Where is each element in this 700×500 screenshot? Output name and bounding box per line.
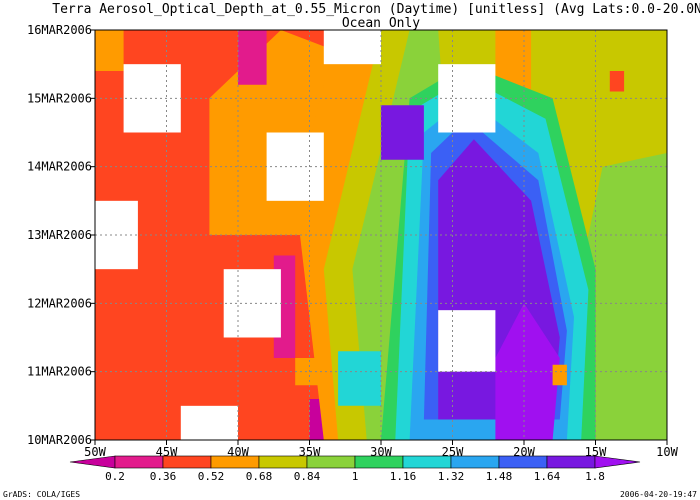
x-tick-label: 40W bbox=[227, 445, 249, 459]
contour-region-4 bbox=[238, 30, 267, 85]
footer-left: GrADS: COLA/IGES bbox=[3, 490, 80, 499]
x-tick-label: 10W bbox=[656, 445, 678, 459]
colorbar-label: 1.48 bbox=[486, 470, 513, 483]
chart-title: Terra Aerosol_Optical_Depth_at_0.55_Micr… bbox=[52, 2, 700, 17]
colorbar-label: 0.52 bbox=[198, 470, 225, 483]
missing-data-box-4 bbox=[323, 30, 381, 65]
x-tick-label: 20W bbox=[513, 445, 535, 459]
missing-data-box-6 bbox=[438, 310, 496, 372]
colorbar-swatch bbox=[402, 455, 452, 469]
colorbar-label: 0.84 bbox=[294, 470, 321, 483]
grid-lines bbox=[95, 30, 667, 440]
contour-region-19 bbox=[381, 105, 424, 160]
colorbar-swatch bbox=[258, 455, 308, 469]
x-axis: 50W 45W 40W 35W 30W 25W 20W 15W 10W bbox=[84, 440, 679, 459]
colorbar-label: 0.36 bbox=[150, 470, 177, 483]
y-tick-label: 10MAR2006 bbox=[27, 433, 92, 447]
y-tick-label: 13MAR2006 bbox=[27, 228, 92, 242]
y-tick-label: 16MAR2006 bbox=[27, 23, 92, 37]
colorbar-label: 1 bbox=[352, 470, 359, 483]
colorbar-label: 1.8 bbox=[585, 470, 605, 483]
colorbar-swatch bbox=[114, 455, 164, 469]
colorbar-swatch bbox=[450, 455, 500, 469]
contour-region-3 bbox=[95, 30, 124, 71]
contour-region-6 bbox=[309, 399, 324, 440]
y-tick-label: 11MAR2006 bbox=[27, 365, 92, 379]
chart-subtitle: Ocean Only bbox=[342, 16, 420, 31]
colorbar-swatch bbox=[306, 455, 356, 469]
colorbar-swatch bbox=[498, 455, 548, 469]
colorbar-label: 0.68 bbox=[246, 470, 273, 483]
contour-region-10 bbox=[338, 351, 381, 406]
colorbar-label: 1.32 bbox=[438, 470, 465, 483]
x-tick-label: 25W bbox=[442, 445, 464, 459]
x-tick-label: 35W bbox=[299, 445, 321, 459]
colorbar-swatch bbox=[546, 455, 596, 469]
colorbar-swatch bbox=[354, 455, 404, 469]
x-tick-label: 45W bbox=[156, 445, 178, 459]
missing-data-box-0 bbox=[123, 64, 181, 133]
colorbar-swatch bbox=[210, 455, 260, 469]
colorbar-upper-arrow bbox=[594, 455, 641, 469]
colorbar-label: 1.16 bbox=[390, 470, 417, 483]
y-axis: 10MAR2006 11MAR2006 12MAR2006 13MAR2006 14MA… bbox=[27, 23, 95, 447]
contour-region-20 bbox=[495, 303, 560, 440]
x-tick-label: 50W bbox=[84, 445, 106, 459]
missing-data-box-5 bbox=[180, 405, 238, 440]
colorbar-label: 0.2 bbox=[105, 470, 125, 483]
contour-region-23 bbox=[638, 303, 667, 440]
contour-region-22 bbox=[609, 71, 625, 92]
y-tick-label: 14MAR2006 bbox=[27, 160, 92, 174]
y-tick-label: 12MAR2006 bbox=[27, 296, 92, 310]
colorbar-swatch bbox=[162, 455, 212, 469]
x-tick-label: 30W bbox=[370, 445, 392, 459]
missing-data-box-3 bbox=[223, 269, 281, 338]
footer-right: 2006-04-20-19:47 bbox=[620, 490, 697, 499]
colorbar: 0.2 0.36 0.52 0.68 0.84 1 1.16 1.32 1.48 1.64 1.8 bbox=[69, 455, 641, 483]
x-tick-label: 15W bbox=[585, 445, 607, 459]
y-tick-label: 15MAR2006 bbox=[27, 91, 92, 105]
colorbar-label: 1.64 bbox=[534, 470, 561, 483]
contour-region-21 bbox=[552, 364, 567, 386]
